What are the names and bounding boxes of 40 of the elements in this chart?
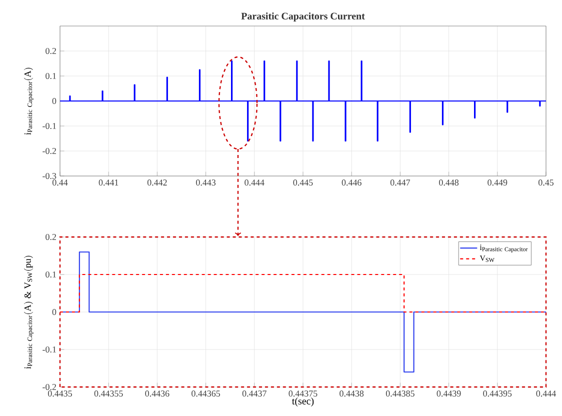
- x-tick-label: 0.4437: [242, 390, 266, 397]
- y-tick-label: -0.1: [42, 122, 56, 130]
- y-tick-label: -0.2: [42, 384, 56, 390]
- x-tick-label: 0.45: [538, 180, 554, 186]
- y-axis-title: $\mathrm{i}_{\mathrm{Parasitic\ Capacitor}}\mathrm{(A)\ \&\ V_{SW}(pu)}$: [24, 256, 34, 369]
- x-tick-label: 0.4435: [48, 390, 72, 397]
- y-tick-label: 0.1: [46, 271, 56, 278]
- y-axis-title: $\mathrm{i}_{\mathrm{Parasitic\ Capacitor}}\mathrm{(A)}$: [24, 68, 34, 135]
- x-tick-label: 0.442: [147, 180, 167, 186]
- x-tick-label: 0.444: [536, 390, 556, 397]
- x-tick-label: 0.44: [52, 180, 68, 186]
- y-tick-label: 0.2: [46, 234, 56, 240]
- x-tick-label: 0.448: [439, 180, 459, 186]
- line-series: [60, 60, 546, 142]
- x-axis-title: t(sec): [292, 397, 314, 406]
- y-tick-label: -0.3: [42, 172, 56, 180]
- y-tick-label: -0.1: [42, 346, 56, 353]
- y-tick-label: 0: [52, 98, 56, 104]
- x-tick-label: 0.441: [98, 180, 118, 186]
- x-tick-label: 0.443: [196, 180, 216, 186]
- x-tick-label: 0.44385: [386, 390, 414, 397]
- legend-label: $\mathrm{i}_{\mathrm{Parasitic\ Capacitor}}$: [480, 244, 528, 252]
- x-tick-label: 0.44365: [192, 390, 220, 397]
- x-tick-label: 0.449: [488, 180, 508, 186]
- x-tick-label: 0.44375: [288, 390, 318, 397]
- y-tick-label: -0.2: [42, 148, 56, 154]
- x-tick-label: 0.4438: [340, 390, 364, 397]
- x-tick-label: 0.44395: [483, 390, 512, 397]
- x-tick-label: 0.444: [244, 180, 264, 186]
- x-tick-label: 0.4439: [436, 390, 461, 397]
- x-tick-label: 0.446: [342, 180, 362, 186]
- x-tick-label: 0.4436: [145, 390, 170, 397]
- x-tick-label: 0.445: [293, 180, 313, 186]
- y-tick-label: 0: [52, 308, 56, 316]
- y-tick-label: 0.2: [46, 48, 56, 54]
- chart-title: Parasitic Capacitors Current: [241, 12, 365, 22]
- x-tick-label: 0.44355: [94, 390, 123, 397]
- y-tick-label: 0.1: [46, 72, 56, 80]
- x-tick-label: 0.447: [390, 180, 410, 186]
- legend-label: $\mathrm{V}_{\mathrm{SW}}$: [480, 255, 494, 262]
